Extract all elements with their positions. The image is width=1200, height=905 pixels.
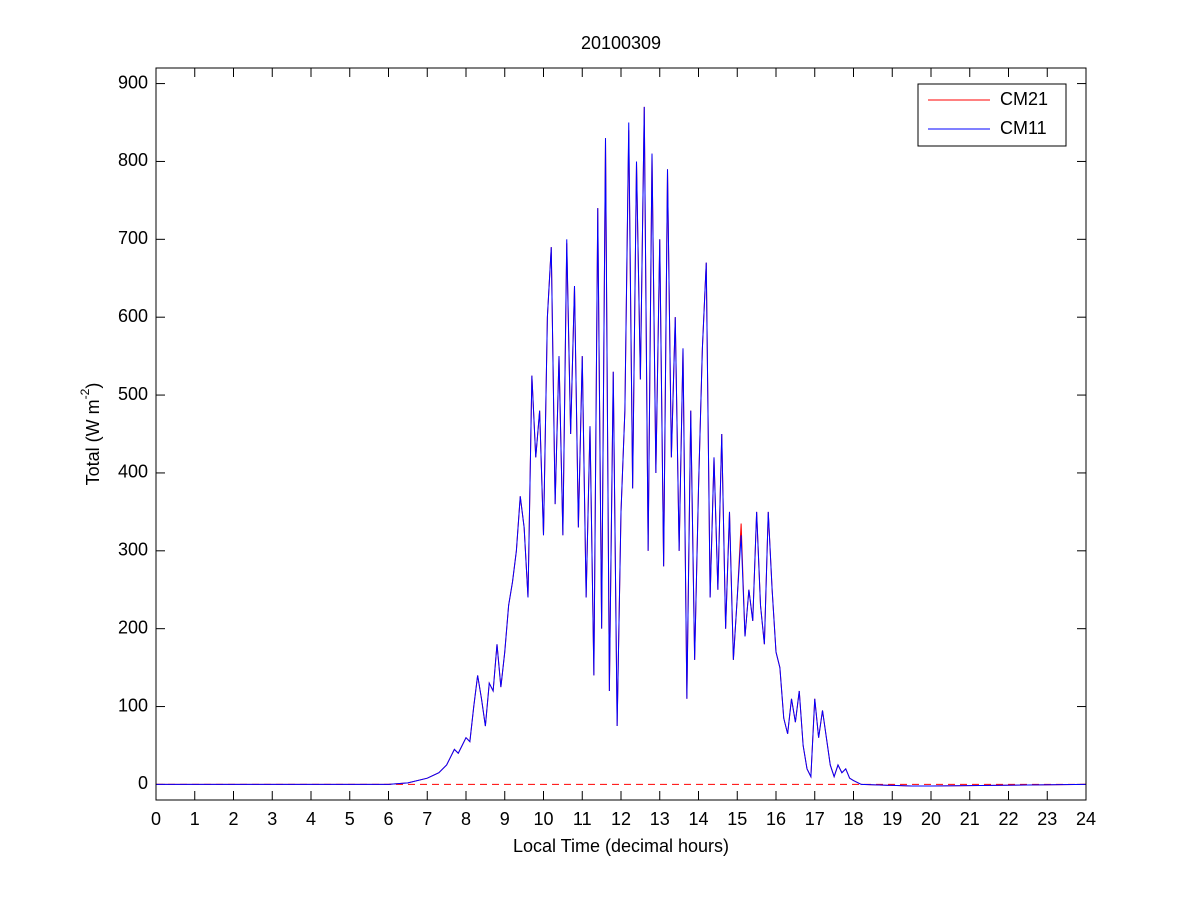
x-tick-label: 18	[843, 809, 863, 829]
y-tick-label: 400	[118, 462, 148, 482]
x-tick-label: 9	[500, 809, 510, 829]
y-axis-label-text: Total (W m	[83, 399, 103, 485]
x-tick-label: 8	[461, 809, 471, 829]
x-tick-label: 21	[960, 809, 980, 829]
x-tick-label: 19	[882, 809, 902, 829]
x-tick-label: 2	[228, 809, 238, 829]
y-tick-label: 100	[118, 695, 148, 715]
x-tick-label: 16	[766, 809, 786, 829]
series-line	[156, 106, 1087, 787]
y-tick-label: 600	[118, 306, 148, 326]
y-tick-label: 200	[118, 617, 148, 637]
x-tick-label: 17	[805, 809, 825, 829]
plot-area	[156, 68, 1086, 800]
y-tick-label: 700	[118, 228, 148, 248]
legend-label: CM21	[1000, 89, 1048, 109]
x-tick-label: 4	[306, 809, 316, 829]
legend: CM21 CM11	[917, 83, 1067, 147]
y-axis-label-close: )	[83, 383, 103, 389]
x-tick-label: 5	[345, 809, 355, 829]
x-tick-label: 6	[383, 809, 393, 829]
x-tick-label: 10	[533, 809, 553, 829]
y-axis-label: Total (W m-2)	[78, 383, 103, 486]
x-axis-label: Local Time (decimal hours)	[513, 836, 729, 856]
x-tick-label: 14	[688, 809, 708, 829]
legend-box	[917, 83, 1067, 147]
x-tick-label: 0	[151, 809, 161, 829]
x-tick-label: 20	[921, 809, 941, 829]
x-tick-label: 13	[650, 809, 670, 829]
y-tick-label: 0	[138, 773, 148, 793]
y-axis-label-exponent: -2	[78, 388, 92, 399]
x-tick-label: 11	[573, 809, 592, 829]
legend-label: CM11	[1000, 118, 1047, 138]
y-tick-label: 300	[118, 540, 148, 560]
y-tick-label: 900	[118, 72, 148, 92]
x-tick-label: 7	[422, 809, 432, 829]
y-tick-label: 800	[118, 150, 148, 170]
x-tick-label: 12	[611, 809, 631, 829]
x-tick-label: 24	[1076, 809, 1096, 829]
x-tick-label: 3	[267, 809, 277, 829]
x-tick-label: 15	[727, 809, 747, 829]
y-tick-label: 500	[118, 384, 148, 404]
x-tick-label: 1	[190, 809, 200, 829]
x-tick-label: 23	[1037, 809, 1057, 829]
x-tick-label: 22	[998, 809, 1018, 829]
axes-box	[155, 67, 1087, 801]
chart-title: 20100309	[581, 33, 661, 53]
